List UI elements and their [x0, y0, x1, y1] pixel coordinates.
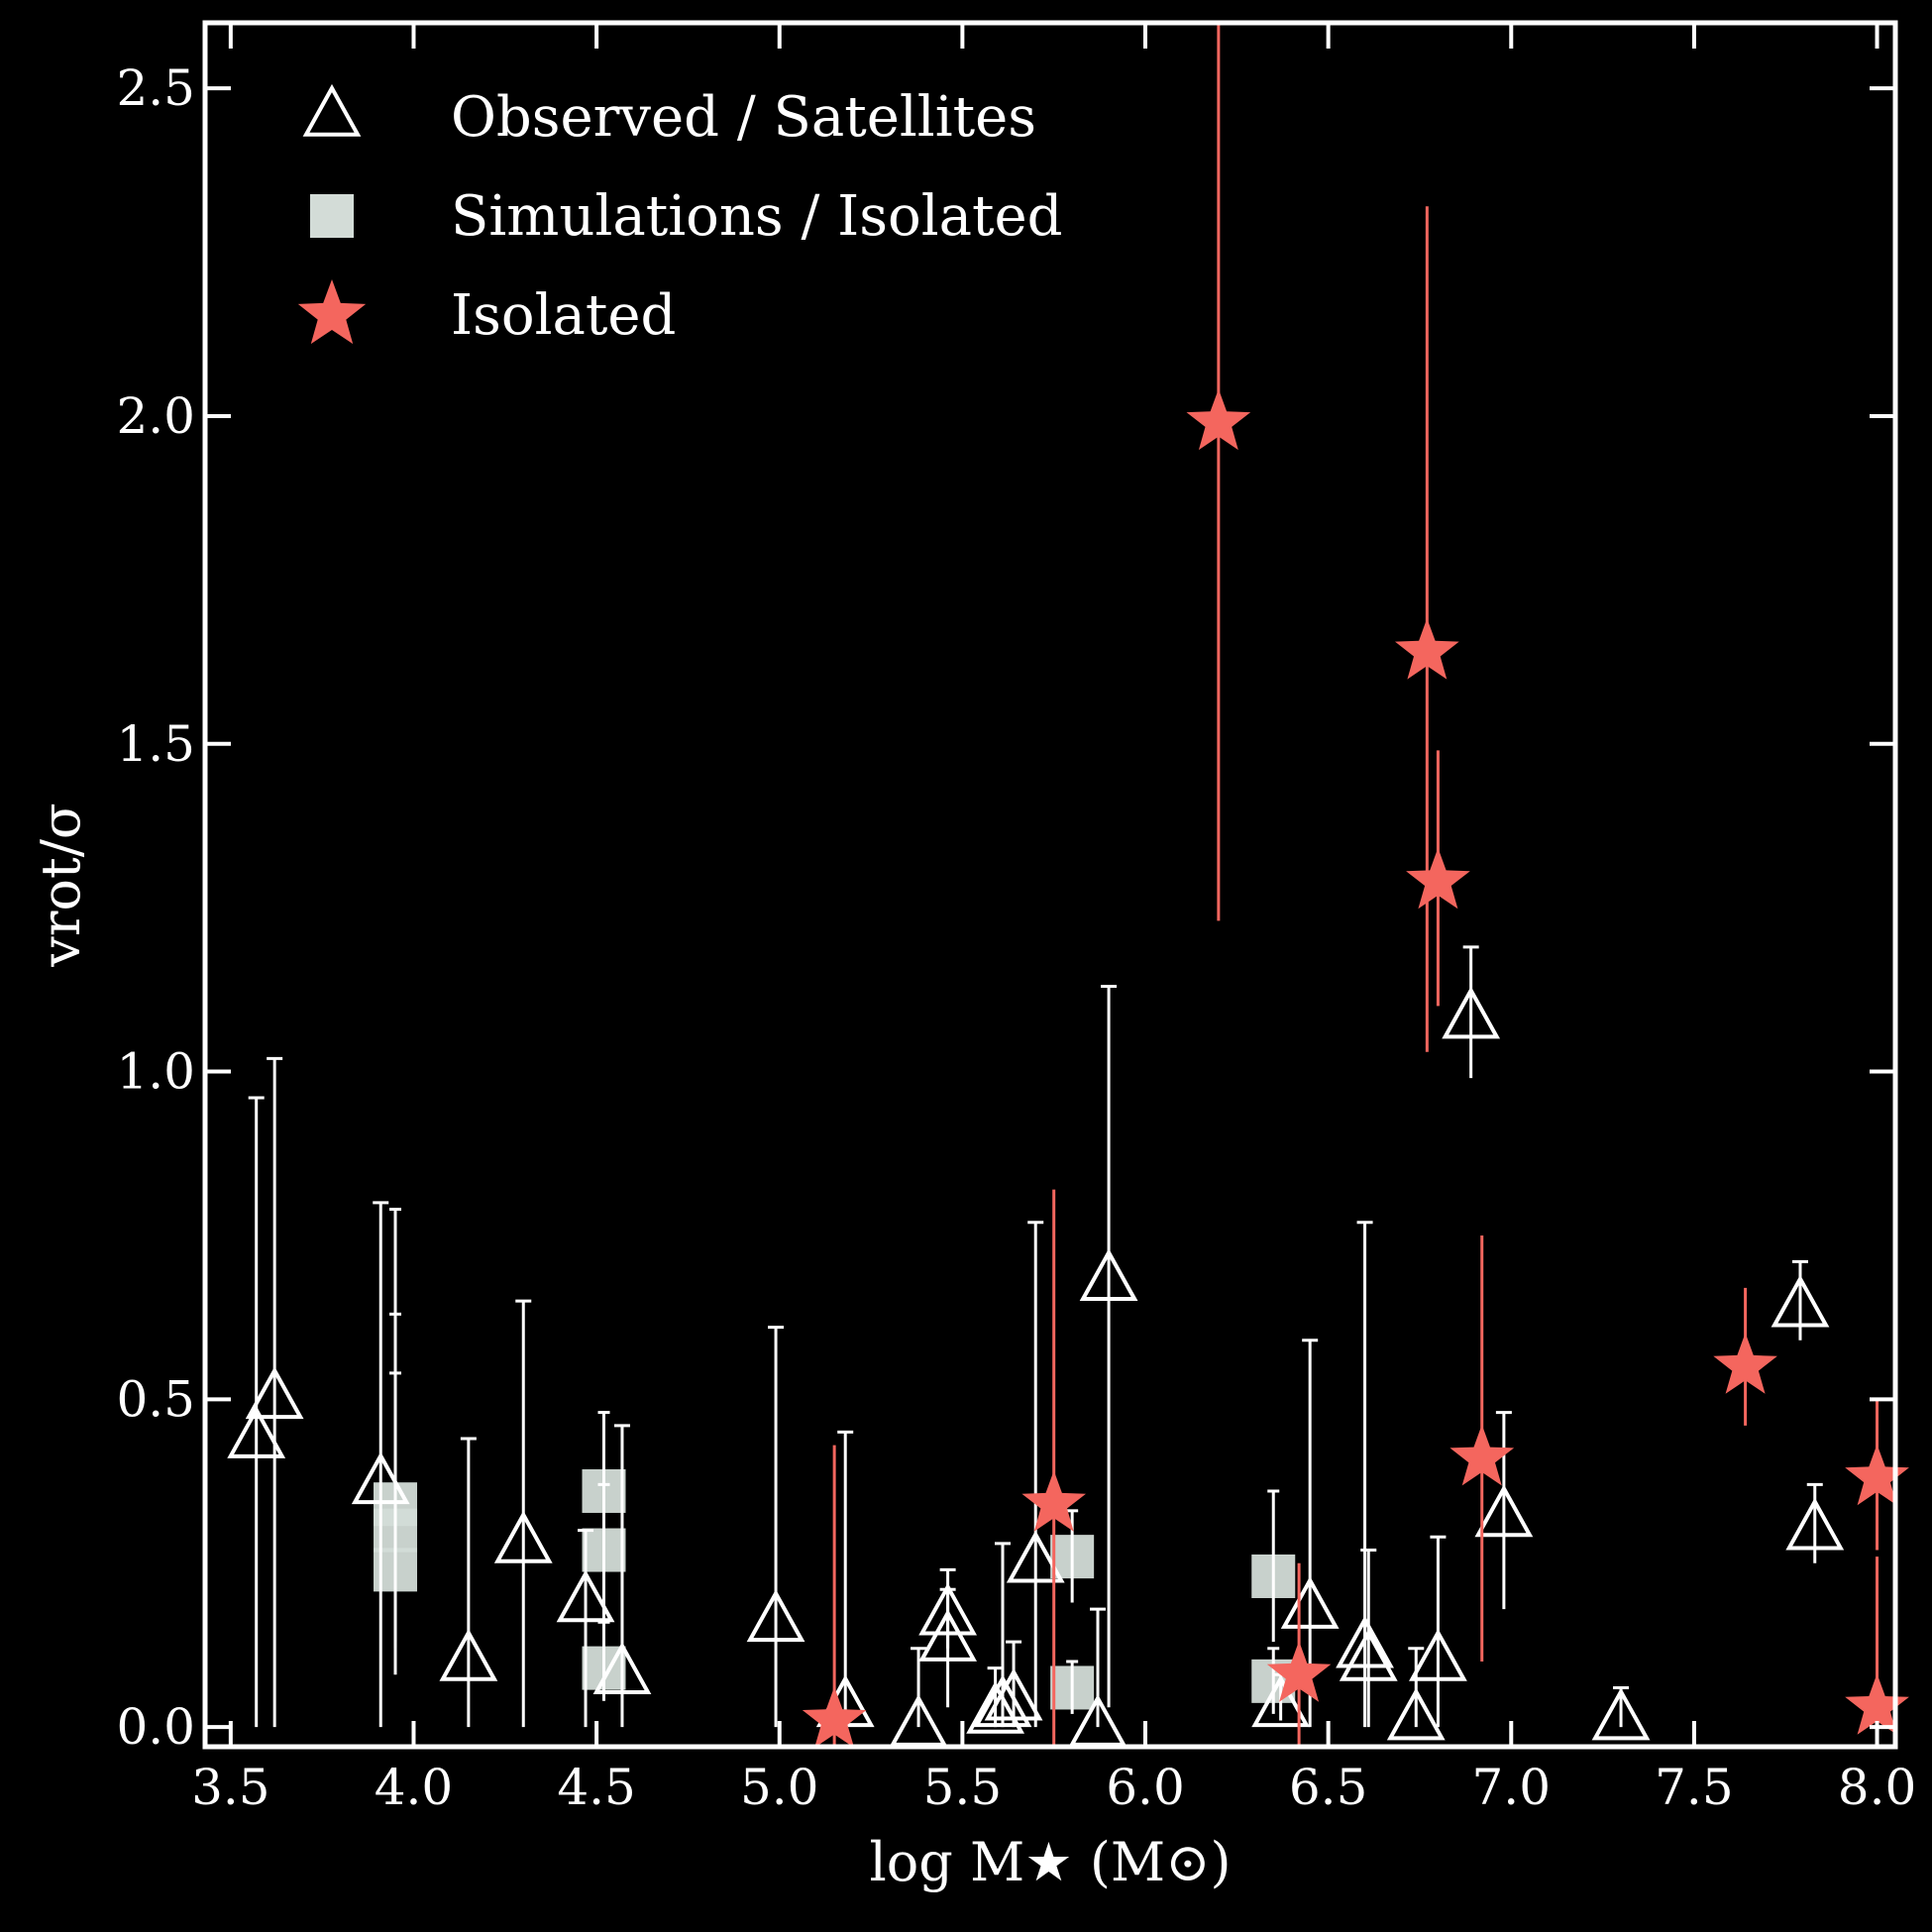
observed-marker — [1280, 1575, 1340, 1629]
isolated-marker — [1713, 1333, 1777, 1394]
observed-marker — [1442, 986, 1501, 1039]
legend: Observed / Satellites Simulations / Isola… — [297, 83, 1063, 348]
y-tick-label: 2.5 — [116, 59, 195, 117]
observed-marker — [351, 1451, 410, 1505]
observed-marker — [1771, 1274, 1830, 1328]
observed-marker — [439, 1628, 498, 1681]
isolated-marker — [1449, 1424, 1515, 1486]
legend-label: Simulations / Isolated — [451, 184, 1063, 249]
observed-marker — [1409, 1628, 1467, 1681]
x-tick-label: 4.0 — [375, 1759, 454, 1816]
y-tick-label: 2.0 — [116, 387, 195, 445]
observed-marker — [1251, 1674, 1311, 1728]
observed-marker — [1591, 1687, 1651, 1741]
y-tick-label: 0.5 — [116, 1370, 195, 1428]
isolated-marker — [1406, 847, 1470, 910]
isolated-marker — [1266, 1641, 1332, 1702]
legend-square-icon — [310, 194, 354, 238]
observed-marker — [245, 1366, 304, 1420]
observed-marker — [1785, 1497, 1845, 1551]
legend-star-icon — [297, 279, 367, 345]
x-tick-label: 3.5 — [191, 1759, 270, 1816]
legend-label: Observed / Satellites — [451, 85, 1036, 150]
data-marks — [227, 23, 1909, 1748]
x-axis-title: log M★ (M⊙) — [869, 1831, 1231, 1893]
y-tick-label: 1.5 — [116, 715, 195, 773]
observed-marker — [1006, 1530, 1065, 1583]
observed-marker — [493, 1510, 553, 1563]
observed-marker — [966, 1680, 1025, 1734]
isolated-marker — [1021, 1470, 1086, 1532]
isolated-marker — [802, 1686, 867, 1748]
observed-marker — [1474, 1484, 1534, 1538]
observed-marker — [1079, 1248, 1138, 1302]
isolated-marker — [1186, 388, 1251, 451]
observed-marker — [984, 1667, 1043, 1721]
observed-marker — [1336, 1615, 1394, 1668]
y-axis-title: vrot/σ — [30, 803, 92, 968]
observed-marker — [1386, 1687, 1446, 1741]
legend-triangle-icon — [302, 83, 362, 137]
isolated-marker — [1845, 1444, 1909, 1506]
isolated-marker — [1395, 618, 1459, 680]
x-tick-label: 6.0 — [1106, 1759, 1185, 1816]
observed-marker — [592, 1642, 652, 1695]
observed-marker — [746, 1589, 805, 1643]
x-tick-label: 4.5 — [557, 1759, 636, 1816]
y-tick-label: 0.0 — [116, 1698, 195, 1756]
observed-marker — [973, 1674, 1032, 1728]
x-tick-label: 7.5 — [1655, 1759, 1734, 1816]
x-tick-label: 5.5 — [923, 1759, 1003, 1816]
x-tick-label: 7.0 — [1472, 1759, 1552, 1816]
isolated-marker — [1845, 1673, 1909, 1735]
observed-marker — [918, 1609, 978, 1662]
legend-label: Isolated — [451, 283, 676, 348]
y-tick-label: 1.0 — [116, 1043, 195, 1101]
observed-marker — [556, 1569, 615, 1623]
plot-frame — [202, 20, 1898, 1750]
x-tick-label: 6.5 — [1289, 1759, 1368, 1816]
observed-marker — [1339, 1628, 1398, 1681]
x-tick-label: 8.0 — [1838, 1759, 1917, 1816]
axis-ticks: 3.5 4.0 4.5 5.0 5.5 6.0 6.5 7.0 7.5 8.0 0.0 0.5 1.0 1… — [116, 23, 1916, 1816]
observed-marker — [227, 1405, 286, 1458]
x-tick-label: 5.0 — [740, 1759, 819, 1816]
